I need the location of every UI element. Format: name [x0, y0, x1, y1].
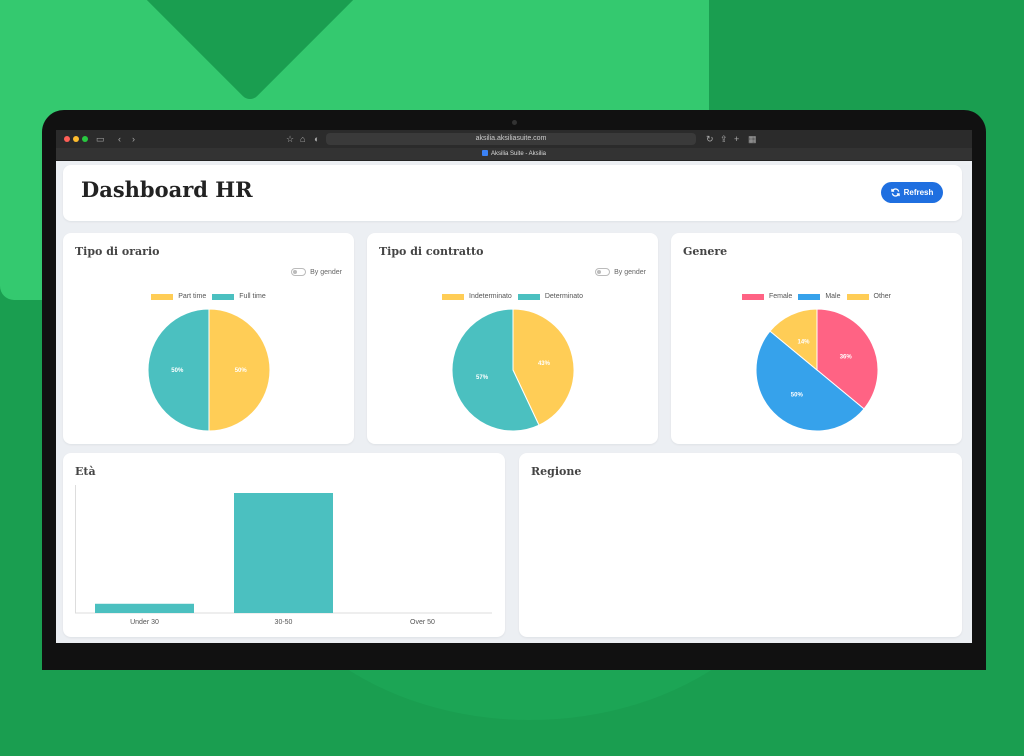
legend-swatch	[846, 293, 869, 300]
pie-data-label: 57%	[476, 375, 489, 381]
regione-card: Regione	[519, 453, 962, 637]
pie-chart: 36% 50% 14%	[755, 308, 879, 432]
share-icon[interactable]: ⇪	[720, 134, 728, 144]
camera-dot	[512, 120, 517, 125]
pie-data-label: 43%	[538, 361, 551, 367]
legend-swatch	[741, 293, 764, 300]
legend-label: Determinato	[544, 293, 583, 300]
genere-card: Genere Female Male Other 36% 50% 14%	[671, 233, 962, 444]
pie-slice[interactable]	[512, 308, 575, 426]
bar-chart: Under 30 30-50 Over 50	[75, 485, 492, 626]
pie-chart: 43% 57%	[451, 308, 575, 432]
pie-data-label: 36%	[840, 354, 853, 360]
chart-axis	[75, 485, 492, 614]
card-title: Genere	[683, 245, 728, 258]
legend-item[interactable]: Full time	[212, 293, 266, 300]
orario-card: Tipo di orario By gender Part time Full …	[63, 233, 354, 444]
pie-slice[interactable]	[755, 330, 865, 432]
legend-swatch	[151, 293, 174, 300]
legend-swatch	[517, 293, 540, 300]
pie-data-label: 50%	[791, 392, 804, 398]
refresh-button[interactable]: Refresh	[881, 182, 943, 203]
tab-title: Aksilia Suite - Aksilia	[490, 151, 547, 157]
card-title: Tipo di contratto	[379, 245, 484, 258]
tab-bar: Aksilia Suite - Aksilia	[56, 148, 972, 161]
toggle-label: By gender	[310, 268, 342, 276]
toggle-switch-icon[interactable]	[291, 268, 307, 276]
legend-item[interactable]: Determinato	[517, 293, 583, 300]
legend-item[interactable]: Male	[798, 293, 841, 300]
pie-chart: 50% 50%	[147, 308, 271, 432]
legend-item[interactable]: Part time	[151, 293, 206, 300]
pie-data-label: 50%	[235, 368, 248, 374]
browser-toolbar: ▭ ‹ › ☆ ⌂ ◐ aksilia.aksiliasuite.com ↻ ⇪…	[56, 130, 972, 148]
pie-slice[interactable]	[769, 308, 818, 372]
header-card: Dashboard HR Refresh	[63, 165, 962, 221]
card-title: Età	[75, 465, 96, 478]
by-gender-toggle[interactable]: By gender	[291, 268, 342, 276]
refresh-icon	[890, 188, 900, 197]
minimize-window-icon[interactable]	[73, 136, 79, 142]
reload-icon[interactable]: ↻	[706, 134, 714, 144]
pie-data-label: 50%	[171, 368, 184, 374]
chart-legend: Indeterminato Determinato	[367, 293, 658, 300]
legend-label: Male	[825, 293, 841, 300]
page-title: Dashboard HR	[81, 177, 253, 202]
toggle-label: By gender	[614, 268, 646, 276]
chart-legend: Part time Full time	[63, 293, 354, 300]
legend-item[interactable]: Indeterminato	[442, 293, 512, 300]
favicon-icon	[481, 150, 488, 156]
legend-item[interactable]: Other	[846, 293, 892, 300]
pie-slice[interactable]	[816, 308, 879, 410]
tab-overview-icon[interactable]: ▦	[748, 134, 757, 144]
legend-label: Other	[873, 293, 892, 300]
x-tick-label: 30-50	[275, 619, 293, 626]
close-window-icon[interactable]	[64, 136, 70, 142]
legend-item[interactable]: Female	[741, 293, 793, 300]
toggle-switch-icon[interactable]	[595, 268, 611, 276]
home-icon[interactable]: ⌂	[300, 134, 306, 144]
refresh-label: Refresh	[903, 188, 934, 197]
laptop-frame: ▭ ‹ › ☆ ⌂ ◐ aksilia.aksiliasuite.com ↻ ⇪…	[42, 110, 986, 670]
bar[interactable]	[95, 603, 194, 613]
sidebar-icon[interactable]: ▭	[96, 134, 105, 144]
legend-swatch	[212, 293, 235, 300]
contratto-card: Tipo di contratto By gender Indeterminat…	[367, 233, 658, 444]
address-bar[interactable]: aksilia.aksiliasuite.com	[326, 133, 696, 145]
legend-label: Full time	[239, 293, 266, 300]
star-icon[interactable]: ☆	[286, 134, 295, 144]
forward-icon[interactable]: ›	[132, 134, 135, 144]
by-gender-toggle[interactable]: By gender	[595, 268, 646, 276]
shield-icon[interactable]: ◐	[314, 134, 320, 144]
pie-slice[interactable]	[208, 308, 271, 432]
pie-slice[interactable]	[147, 308, 210, 432]
card-title: Tipo di orario	[75, 245, 160, 258]
legend-label: Indeterminato	[469, 293, 512, 300]
legend-swatch	[442, 293, 465, 300]
legend-swatch	[798, 293, 821, 300]
card-title: Regione	[531, 465, 582, 478]
chart-legend: Female Male Other	[671, 293, 962, 300]
zoom-window-icon[interactable]	[82, 136, 88, 142]
back-icon[interactable]: ‹	[118, 134, 121, 144]
browser-tab[interactable]: Aksilia Suite - Aksilia	[56, 148, 972, 160]
pie-data-label: 14%	[797, 339, 810, 345]
legend-label: Part time	[178, 293, 207, 300]
x-tick-label: Over 50	[410, 619, 435, 626]
new-tab-icon[interactable]: +	[734, 134, 740, 144]
legend-label: Female	[768, 293, 793, 300]
laptop-screen: ▭ ‹ › ☆ ⌂ ◐ aksilia.aksiliasuite.com ↻ ⇪…	[56, 130, 972, 643]
x-tick-label: Under 30	[130, 619, 159, 626]
pie-slice[interactable]	[451, 308, 540, 432]
bar[interactable]	[234, 493, 333, 613]
eta-card: Età Under 30 30-50 Over 50	[63, 453, 505, 637]
